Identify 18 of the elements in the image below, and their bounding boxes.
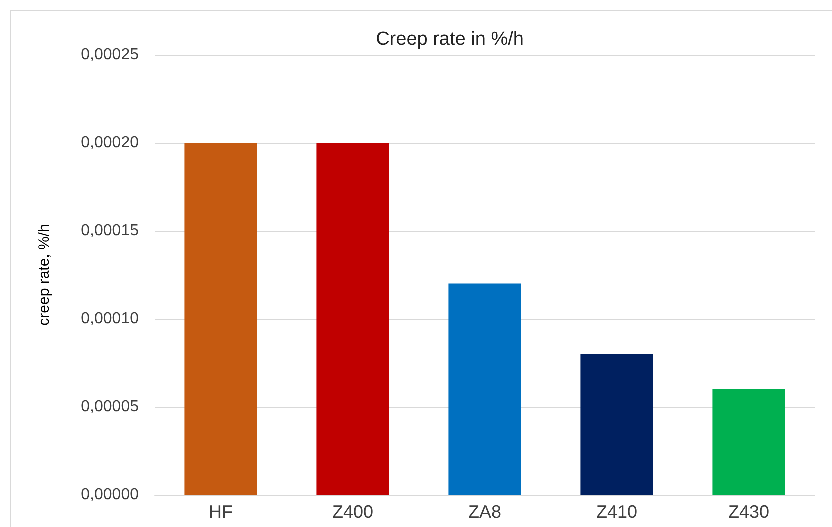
- x-tick-label: ZA8: [468, 502, 502, 522]
- bar: [448, 284, 522, 495]
- x-tick-label: Z430: [728, 502, 770, 522]
- x-tick-label: Z410: [596, 502, 638, 522]
- y-tick-label: 0,00010: [81, 310, 140, 328]
- bar: [712, 389, 786, 495]
- y-tick-label: 0,00015: [81, 222, 140, 240]
- y-tick-label: 0,00005: [81, 398, 140, 416]
- y-tick-label: 0,00000: [81, 486, 140, 504]
- bar: [580, 354, 654, 495]
- y-tick-label: 0,00025: [81, 46, 140, 64]
- x-tick-label: Z400: [332, 502, 374, 522]
- chart-title: Creep rate in %/h: [376, 29, 524, 50]
- bar: [184, 143, 258, 495]
- y-tick-label: 0,00020: [81, 134, 140, 152]
- y-axis-title: creep rate, %/h: [36, 224, 53, 326]
- x-tick-label: HF: [209, 502, 233, 522]
- bar: [316, 143, 390, 495]
